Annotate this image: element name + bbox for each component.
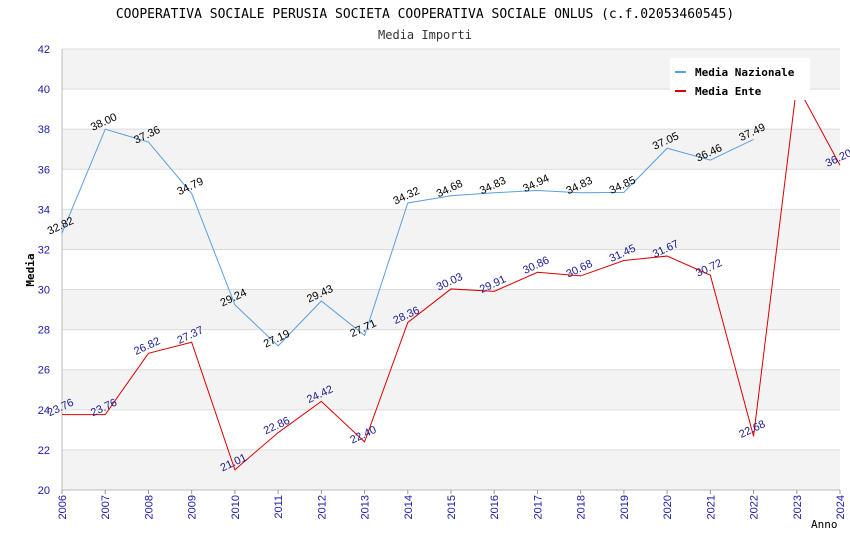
y-tick-label: 26 [38,365,50,377]
y-tick-label: 20 [38,485,50,497]
data-label-media-ente: 30.72 [694,257,724,280]
data-label-media-nazionale: 34.83 [478,175,508,198]
x-tick-label: 2008 [143,495,155,519]
data-label-media-ente: 22.40 [348,424,378,447]
x-tick-label: 2024 [835,495,847,519]
legend-item-media-nazionale: Media Nazionale [695,66,795,79]
data-label-media-ente: 22.68 [737,418,767,441]
grid-lines [62,48,840,491]
legend-item-media-ente: Media Ente [695,85,762,98]
x-tick-label: 2017 [532,495,544,519]
data-label-media-nazionale: 34.83 [564,175,594,198]
chart-subtitle: Media Importi [378,28,472,42]
data-label-media-nazionale: 34.68 [435,178,465,201]
x-tick-label: 2021 [705,495,717,519]
x-tick-labels: 2006 2007 2008 2009 2010 2011 2012 2013 2014 2015… [57,495,847,519]
y-tick-label: 34 [38,204,50,216]
data-label-media-ente: 30.68 [564,258,594,281]
legend-box [670,58,810,100]
y-tick-label: 28 [38,325,50,337]
x-tick-label: 2007 [100,495,112,519]
y-tick-label: 38 [38,124,50,136]
x-tick-label: 2023 [792,495,804,519]
x-tick-label: 2013 [360,495,372,519]
x-tick-label: 2006 [57,495,69,519]
grid-band [62,289,840,330]
x-tick-label: 2022 [749,495,761,519]
data-label-media-nazionale: 34.94 [521,173,551,196]
y-tick-label: 36 [38,164,50,176]
axes [61,49,841,494]
x-tick-label: 2019 [619,495,631,519]
y-tick-labels: 20 22 24 26 28 30 32 34 36 38 40 42 [38,44,50,497]
grid-band [62,449,840,490]
y-tick-label: 22 [38,445,50,457]
x-tick-label: 2014 [403,495,415,519]
x-axis-label: Anno [811,518,838,531]
y-tick-label: 42 [38,44,50,56]
x-tick-label: 2011 [273,495,285,519]
x-tick-label: 2016 [489,495,501,519]
y-axis-label: Media [24,253,37,286]
y-tick-label: 40 [38,84,50,96]
legend: Media Nazionale Media Ente [670,58,810,100]
y-tick-label: 32 [38,244,50,256]
y-tick-label: 24 [38,405,50,417]
x-tick-label: 2010 [230,495,242,519]
data-label-media-nazionale: 27.19 [262,328,292,351]
y-tick-label: 30 [38,285,50,297]
x-tick-label: 2009 [187,495,199,519]
data-label-media-nazionale: 34.32 [392,185,422,208]
x-tick-label: 2012 [316,495,328,519]
series-line-media-ente [62,83,841,471]
data-label-media-nazionale: 34.85 [608,174,638,197]
x-tick-label: 2015 [446,495,458,519]
series-lines [61,83,841,471]
chart-title: COOPERATIVA SOCIALE PERUSIA SOCIETA COOP… [116,7,734,22]
x-tick-label: 2020 [662,495,674,519]
data-label-media-ente: 23.76 [46,397,76,420]
series-line-media-nazionale [61,128,754,347]
grid-band [62,369,840,410]
grid-band [62,209,840,250]
x-tick-label: 2018 [576,495,588,519]
grid-bands [62,49,840,490]
grid-band [62,129,840,170]
